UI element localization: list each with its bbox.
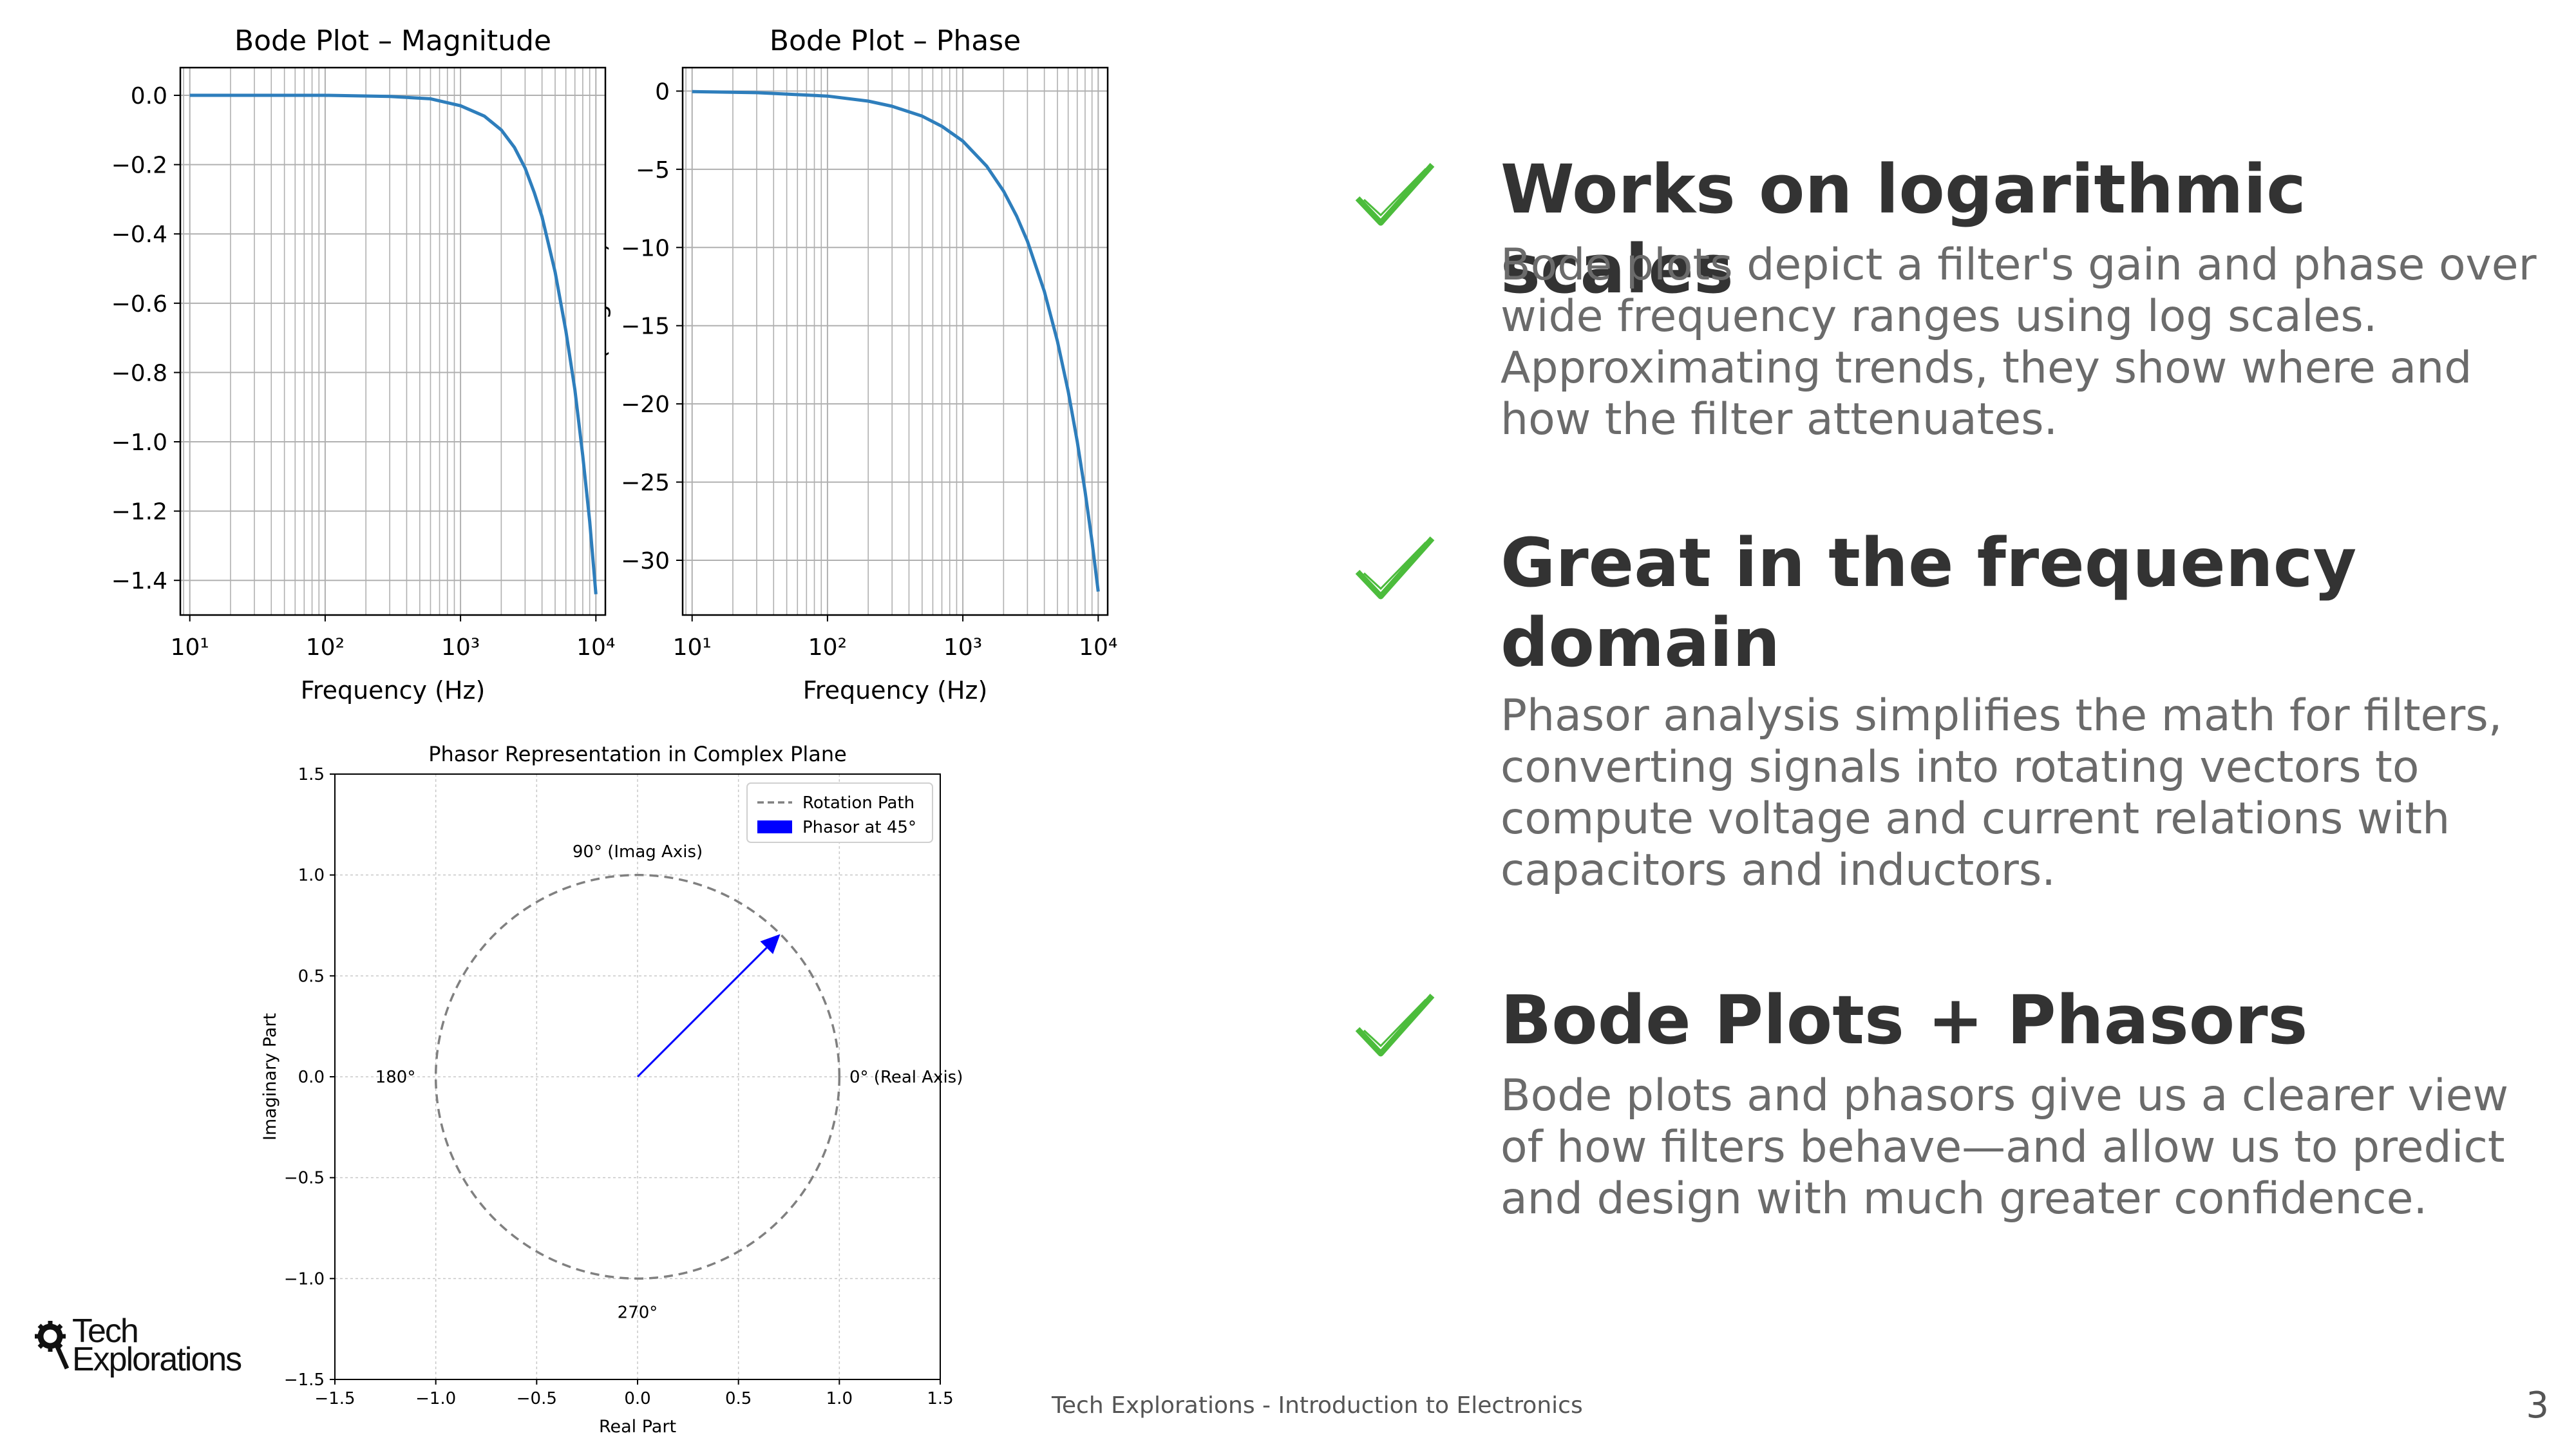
legend-swatch-phasor — [757, 820, 792, 833]
x-tick-label: 0.5 — [725, 1389, 752, 1408]
bullet-body: Bode plots depict a filter's gain and ph… — [1501, 240, 2537, 445]
y-tick-label: −20 — [621, 392, 670, 418]
chart-title: Phasor Representation in Complex Plane — [428, 742, 847, 766]
footer-text: Tech Explorations - Introduction to Elec… — [1052, 1392, 1583, 1419]
x-tick-label: 10² — [808, 634, 847, 661]
angle-annotation: 180° — [375, 1068, 416, 1087]
bullet-frequency-domain: Great in the frequency domain Phasor ana… — [1352, 524, 2512, 927]
y-tick-label: 0.0 — [131, 83, 167, 109]
bode-magnitude-chart: 0.0 −0.2 −0.4 −0.6 −0.8 −1.0 −1.2 −1.4 10¹ 10² 10³… — [111, 24, 616, 705]
y-tick-label: 0.0 — [298, 1068, 325, 1087]
bullet-bode-phasors: Bode Plots + Phasors Bode plots and phas… — [1352, 981, 2512, 1256]
legend-box — [746, 782, 933, 843]
plot-frame — [179, 66, 607, 616]
y-tick-label: −1.2 — [111, 499, 167, 526]
x-tick-label: 10² — [306, 634, 345, 661]
y-tick-label: −1.0 — [111, 430, 167, 456]
plot-area — [683, 68, 1108, 615]
plot-area — [180, 68, 605, 615]
x-tick-label: 10¹ — [171, 634, 209, 661]
bullet-body: Bode plots and phasors give us a clearer… — [1501, 1070, 2509, 1224]
check-icon — [1355, 536, 1435, 600]
y-tick-label: −25 — [621, 470, 670, 497]
bullet-body: Phasor analysis simplifies the math for … — [1501, 690, 2503, 896]
x-tick-label: 10⁴ — [1079, 634, 1117, 661]
bullet-log-scales: Works on logarithmic scales Bode plots d… — [1352, 150, 2537, 464]
y-tick-label: −10 — [621, 235, 670, 261]
x-tick-label: 10³ — [441, 634, 480, 661]
rotation-path-circle — [434, 873, 841, 1280]
x-tick-label: 1.5 — [927, 1389, 953, 1408]
y-axis-label: Phase (degrees) — [605, 242, 611, 440]
y-tick-label: −0.4 — [111, 222, 167, 248]
gear-magnifier-icon — [35, 1321, 70, 1370]
x-tick-label: 10³ — [943, 634, 982, 661]
legend-label: Rotation Path — [802, 793, 914, 813]
y-tick-label: −1.5 — [284, 1370, 325, 1390]
angle-annotation: 0° (Real Axis) — [849, 1068, 963, 1087]
y-tick-label: −0.6 — [111, 291, 167, 317]
tech-explorations-logo: Tech Explorations — [32, 1312, 264, 1381]
y-tick-label: −1.4 — [111, 568, 167, 594]
page-number: 3 — [2526, 1385, 2549, 1426]
x-tick-label: 0.0 — [624, 1389, 650, 1408]
y-axis-label: Imaginary Part — [260, 1013, 280, 1141]
phasor-chart: −1.5 −1.0 −0.5 0.0 0.5 1.0 1.5 −1.5 −1.0 −0.5 0.0 0… — [260, 742, 963, 1437]
phasor-arrow — [636, 947, 768, 1078]
y-tick-label: 0 — [655, 79, 670, 105]
angle-annotation: 90° (Imag Axis) — [573, 842, 703, 862]
chart-title: Bode Plot – Magnitude — [234, 24, 551, 57]
x-tick-label: −0.5 — [516, 1389, 557, 1408]
series-line — [692, 90, 1100, 592]
bullet-title: Works on logarithmic scales — [1501, 150, 2306, 308]
bullet-title: Bode Plots + Phasors — [1501, 981, 2308, 1059]
bullet-title: Great in the frequency domain — [1501, 524, 2357, 682]
x-tick-label: −1.0 — [415, 1389, 456, 1408]
x-axis-label: Frequency (Hz) — [301, 676, 486, 705]
check-icon — [1355, 163, 1435, 226]
y-tick-label: 1.5 — [298, 765, 325, 784]
plot-frame — [334, 773, 941, 1380]
x-tick-label: −1.5 — [314, 1389, 355, 1408]
logo-text: Tech Explorations — [72, 1312, 242, 1378]
plot-frame — [681, 66, 1109, 616]
y-tick-label: −1.0 — [284, 1269, 325, 1289]
y-tick-label: −0.8 — [111, 360, 167, 386]
logo-line-1: Tech — [72, 1312, 139, 1350]
angle-annotation: 270° — [618, 1303, 658, 1323]
series-line — [189, 93, 598, 594]
y-tick-label: −30 — [621, 548, 670, 574]
y-tick-label: 1.0 — [298, 866, 325, 886]
y-tick-label: 0.5 — [298, 967, 325, 986]
check-icon — [1355, 994, 1435, 1057]
legend-label: Phasor at 45° — [802, 818, 916, 837]
chart-title: Bode Plot – Phase — [770, 24, 1021, 57]
y-tick-label: −5 — [636, 157, 670, 184]
x-tick-label: 10¹ — [673, 634, 712, 661]
phasor-arrowhead — [760, 934, 781, 954]
x-axis-label: Real Part — [599, 1417, 676, 1437]
y-tick-label: −0.2 — [111, 153, 167, 179]
x-tick-label: 10⁴ — [576, 634, 615, 661]
x-axis-label: Frequency (Hz) — [803, 676, 988, 705]
bode-phase-chart: 0 −5 −10 −15 −20 −25 −30 10¹ 10² 10³ 10⁴ Bode Plot … — [605, 24, 1117, 705]
logo-line-2: Explorations — [72, 1341, 242, 1378]
x-tick-label: 1.0 — [826, 1389, 853, 1408]
y-tick-label: −15 — [621, 314, 670, 340]
y-tick-label: −0.5 — [284, 1169, 325, 1188]
